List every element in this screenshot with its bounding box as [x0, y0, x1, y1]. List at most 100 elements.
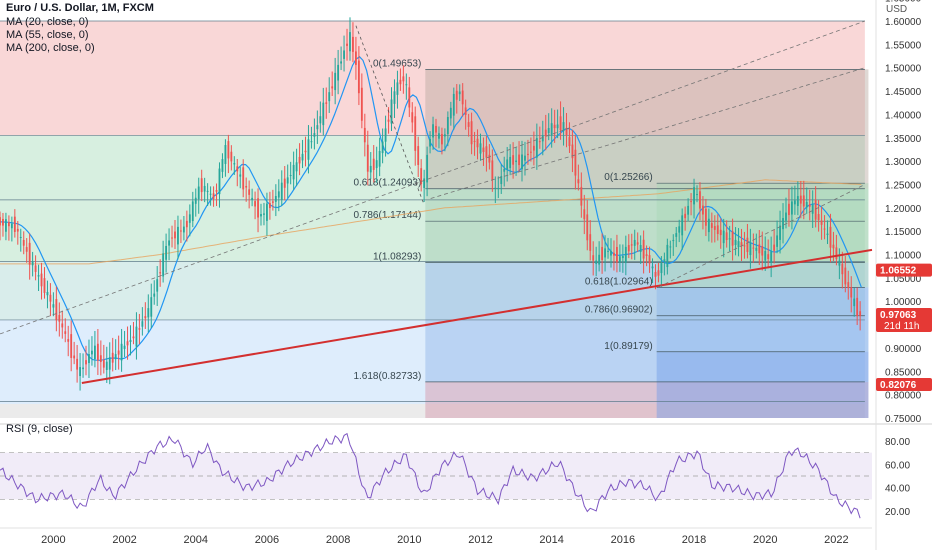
candle-body: [666, 244, 669, 268]
x-tick-label: 2012: [468, 534, 492, 546]
candle-body: [592, 255, 595, 261]
candle-body: [105, 361, 108, 370]
candle-body: [150, 297, 153, 317]
price-tick-label: 1.10000: [885, 251, 922, 262]
candle-body: [79, 367, 82, 377]
candle-body: [378, 150, 381, 167]
candle-body: [832, 244, 835, 249]
candle-body: [535, 138, 538, 158]
candle-body: [242, 167, 245, 190]
zone-teal: [0, 261, 865, 320]
candle-body: [316, 125, 319, 130]
candle-body: [663, 259, 666, 262]
candle-body: [835, 247, 838, 260]
candle-body: [799, 195, 802, 204]
candle-body: [503, 168, 506, 172]
price-tick-label: 1.50000: [885, 64, 922, 75]
candle-body: [108, 357, 111, 370]
candle-body: [630, 244, 633, 246]
candle-body: [491, 160, 494, 180]
candle-body: [598, 254, 601, 265]
candle-body: [99, 355, 102, 363]
candle-body: [372, 158, 375, 170]
candle-body: [70, 334, 73, 358]
candle-body: [325, 102, 328, 104]
price-tick-label: 1.05000: [885, 274, 922, 285]
candle-body: [722, 230, 725, 244]
x-tick-label: 2018: [682, 534, 706, 546]
candle-body: [313, 133, 316, 137]
price-tick-label: 0.90000: [885, 344, 922, 355]
candle-body: [776, 235, 779, 247]
candle-body: [476, 138, 479, 148]
fib-label: 0.786(1.17144): [353, 210, 421, 221]
candle-body: [761, 246, 764, 256]
candle-body: [5, 219, 7, 232]
fibonacci-levels: 0(1.49653) 0.618(1.24093) 0.786(1.17144) 1(…: [0, 20, 865, 403]
candle-body: [687, 205, 690, 215]
candle-body: [764, 251, 767, 261]
candle-body: [829, 226, 832, 248]
candle-body: [790, 201, 793, 215]
candle-body: [713, 226, 716, 230]
candle-body: [93, 345, 96, 360]
candle-body: [482, 147, 485, 152]
candle-body: [850, 287, 853, 298]
candle-body: [805, 201, 808, 208]
fib-label: 1(1.08293): [373, 252, 421, 263]
candle-body: [257, 198, 259, 218]
candle-body: [203, 185, 206, 192]
trend-lines: [0, 20, 873, 384]
candle-body: [206, 190, 209, 192]
candle-body: [464, 107, 467, 115]
candle-body: [814, 200, 817, 220]
candle-body: [381, 141, 384, 154]
candle-body: [102, 359, 105, 368]
candle-body: [693, 187, 695, 205]
price-tick-label: 1.20000: [885, 204, 922, 215]
candle-body: [411, 112, 414, 123]
candle-body: [550, 123, 553, 136]
fibonacci-zones: [0, 21, 869, 418]
candle-body: [73, 355, 76, 359]
candle-body: [702, 205, 704, 215]
candle-body: [55, 298, 58, 321]
candles: [0, 17, 862, 391]
candle-body: [556, 124, 559, 129]
candle-body: [500, 176, 503, 185]
candle-body: [696, 194, 698, 196]
candle-body: [357, 60, 360, 94]
candle-body: [182, 226, 185, 233]
price-tick-label: 1.30000: [885, 157, 922, 168]
price-tick-label: 1.15000: [885, 227, 922, 238]
candle-body: [197, 186, 200, 200]
zone-box-bottom: [425, 381, 869, 418]
candle-body: [52, 304, 55, 308]
candle-body: [657, 270, 660, 276]
candle-body: [248, 189, 251, 195]
candle-body: [473, 140, 476, 142]
candle-body: [553, 124, 556, 129]
candle-body: [455, 90, 458, 100]
candle-body: [719, 229, 722, 236]
candle-body: [796, 196, 799, 206]
candle-body: [538, 141, 541, 143]
candle-body: [254, 201, 256, 207]
candle-body: [841, 263, 844, 275]
candle-body: [779, 225, 781, 240]
candle-body: [610, 250, 612, 256]
candle-body: [366, 144, 369, 172]
candle-body: [844, 267, 847, 285]
candle-body: [132, 336, 135, 339]
candle-body: [823, 228, 826, 230]
candle-body: [67, 339, 70, 342]
candle-body: [245, 185, 248, 188]
candle-body: [654, 271, 657, 277]
candle-body: [621, 256, 624, 259]
candle-body: [340, 61, 343, 64]
candle-body: [0, 217, 1, 226]
candle-body: [770, 251, 773, 263]
candle-body: [568, 137, 571, 147]
